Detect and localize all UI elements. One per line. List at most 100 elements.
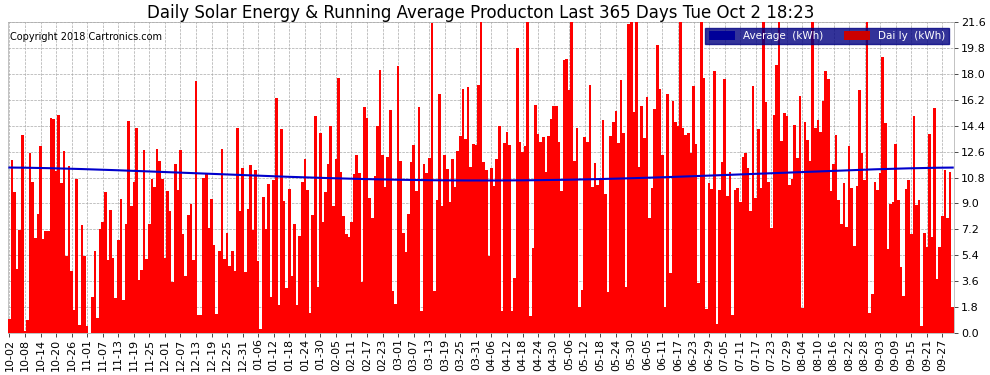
Bar — [578, 307, 581, 333]
Bar — [431, 23, 433, 333]
Bar — [350, 222, 352, 333]
Bar — [874, 182, 876, 333]
Bar — [472, 144, 474, 333]
Bar — [604, 194, 607, 333]
Bar — [498, 126, 501, 333]
Bar — [208, 228, 210, 333]
Legend: Average  (kWh), Dai ly  (kWh): Average (kWh), Dai ly (kWh) — [706, 27, 948, 44]
Bar — [770, 228, 772, 333]
Bar — [946, 218, 948, 333]
Bar — [52, 119, 54, 333]
Bar — [247, 209, 249, 333]
Bar — [527, 22, 529, 333]
Bar — [262, 197, 264, 333]
Bar — [192, 260, 195, 333]
Bar — [133, 182, 135, 333]
Bar — [495, 159, 498, 333]
Bar — [692, 86, 695, 333]
Bar — [892, 202, 894, 333]
Bar — [226, 234, 229, 333]
Bar — [469, 167, 472, 333]
Bar — [101, 222, 104, 333]
Bar — [355, 154, 358, 333]
Bar — [695, 144, 698, 333]
Bar — [11, 160, 13, 333]
Bar — [418, 107, 420, 333]
Text: Copyright 2018 Cartronics.com: Copyright 2018 Cartronics.com — [10, 32, 162, 42]
Bar — [570, 22, 573, 333]
Bar — [630, 22, 633, 333]
Bar — [99, 229, 101, 333]
Bar — [251, 230, 254, 333]
Bar — [799, 96, 801, 333]
Bar — [171, 282, 174, 333]
Bar — [786, 116, 788, 333]
Bar — [327, 164, 330, 333]
Bar — [482, 162, 485, 333]
Bar — [415, 190, 418, 333]
Bar — [879, 173, 881, 333]
Bar — [272, 180, 275, 333]
Bar — [73, 310, 75, 333]
Bar — [838, 200, 840, 333]
Bar — [428, 158, 431, 333]
Bar — [259, 328, 262, 333]
Bar — [749, 211, 751, 333]
Bar — [739, 202, 742, 333]
Bar — [420, 311, 423, 333]
Bar — [456, 151, 459, 333]
Bar — [325, 192, 327, 333]
Bar — [407, 214, 410, 333]
Bar — [607, 292, 609, 333]
Bar — [921, 326, 923, 333]
Bar — [645, 98, 648, 333]
Bar — [231, 251, 234, 333]
Bar — [814, 128, 817, 333]
Bar — [94, 251, 96, 333]
Bar — [117, 240, 120, 333]
Bar — [583, 137, 586, 333]
Bar — [304, 159, 306, 333]
Bar — [386, 158, 389, 333]
Bar — [161, 179, 163, 333]
Bar — [392, 291, 394, 333]
Bar — [254, 171, 256, 333]
Bar — [788, 186, 791, 333]
Bar — [477, 85, 480, 333]
Bar — [50, 118, 52, 333]
Bar — [32, 182, 34, 333]
Bar — [296, 305, 298, 333]
Bar — [264, 229, 267, 333]
Bar — [229, 266, 231, 333]
Bar — [293, 224, 296, 333]
Bar — [780, 141, 783, 333]
Bar — [822, 101, 825, 333]
Bar — [682, 128, 684, 333]
Bar — [394, 304, 397, 333]
Bar — [754, 198, 757, 333]
Bar — [599, 179, 602, 333]
Bar — [817, 120, 820, 333]
Bar — [319, 133, 322, 333]
Bar — [918, 200, 921, 333]
Bar — [70, 271, 73, 333]
Bar — [871, 294, 874, 333]
Bar — [860, 153, 863, 333]
Bar — [762, 22, 765, 333]
Bar — [461, 89, 464, 333]
Title: Daily Solar Energy & Running Average Producton Last 365 Days Tue Oct 2 18:23: Daily Solar Energy & Running Average Pro… — [148, 4, 815, 22]
Bar — [16, 270, 19, 333]
Bar — [535, 105, 537, 333]
Bar — [796, 158, 799, 333]
Bar — [363, 107, 365, 333]
Bar — [514, 278, 516, 333]
Bar — [8, 319, 11, 333]
Bar — [96, 318, 99, 333]
Bar — [480, 22, 482, 333]
Bar — [602, 120, 604, 333]
Bar — [575, 128, 578, 333]
Bar — [751, 86, 754, 333]
Bar — [365, 118, 368, 333]
Bar — [926, 247, 928, 333]
Bar — [620, 80, 623, 333]
